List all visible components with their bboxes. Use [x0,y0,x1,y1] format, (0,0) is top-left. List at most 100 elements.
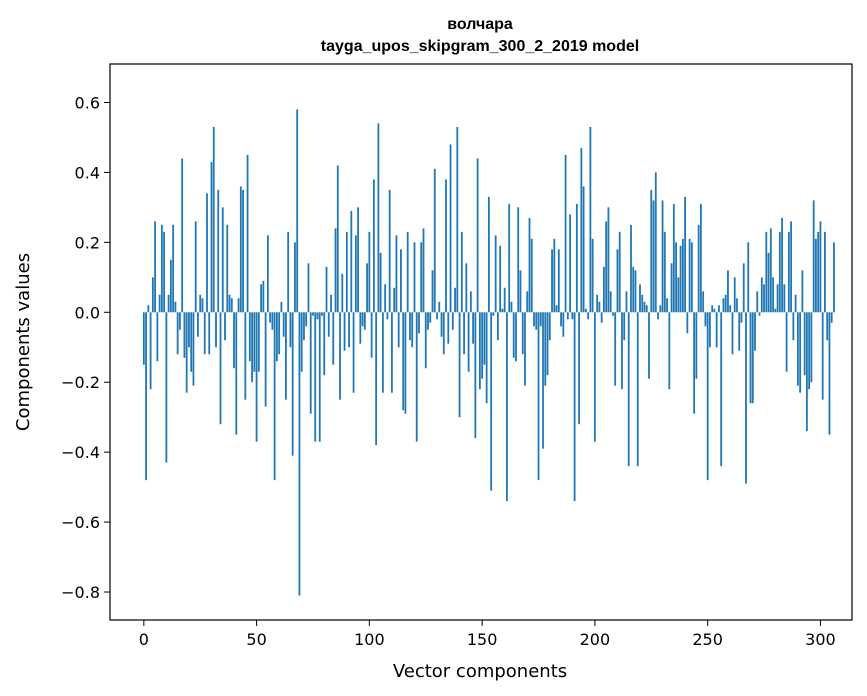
bar-191 [573,312,576,502]
bar-134 [445,179,447,313]
bar-59 [275,312,278,362]
bar-75 [312,312,314,316]
bar-123 [420,242,423,313]
bar-130 [436,312,438,320]
bar-8 [160,224,163,313]
bar-48 [251,312,253,383]
bar-31 [212,126,215,313]
bar-279 [772,277,774,313]
bar-263 [736,298,738,313]
bar-125 [424,312,427,369]
bar-209 [614,312,617,386]
bar-30 [210,161,213,313]
bar-239 [681,238,684,313]
y-tick-label: 0.2 [75,233,100,252]
bar-45 [244,312,247,400]
bar-194 [580,147,583,313]
bar-199 [591,238,594,313]
x-tick-label: 0 [139,630,149,649]
bar-262 [733,277,736,313]
bar-157 [497,312,499,341]
bar-267 [745,312,747,484]
bar-292 [801,270,804,313]
bar-7 [158,294,161,313]
bar-118 [409,312,411,341]
bar-57 [271,312,274,330]
bar-73 [307,263,310,313]
bar-187 [564,154,567,313]
bar-20 [188,312,190,348]
bar-197 [587,312,590,320]
bar-230 [661,200,664,313]
bar-288 [792,312,795,341]
bar-29 [208,312,211,355]
bar-241 [686,312,689,334]
bar-269 [749,312,752,404]
bar-163 [510,301,513,313]
bar-156 [494,235,497,313]
bar-24 [197,312,199,337]
bar-142 [463,312,465,355]
bar-27 [203,312,206,355]
bar-264 [738,312,741,351]
bar-152 [485,312,488,404]
bar-195 [582,186,585,313]
y-tick-label: 0.0 [75,303,100,322]
bar-50 [255,312,258,442]
bar-90 [345,231,348,313]
bar-249 [704,312,707,327]
bar-190 [571,312,574,320]
bar-49 [253,312,256,372]
bar-200 [593,312,596,442]
bar-211 [618,231,621,313]
bar-1 [145,312,147,481]
bar-243 [690,242,693,313]
bar-78 [318,312,321,442]
bar-238 [679,245,682,313]
bar-268 [747,242,750,313]
bar-89 [343,312,346,351]
bar-291 [799,312,802,393]
bar-76 [314,312,317,442]
bar-273 [758,312,761,316]
bar-70 [300,312,303,372]
bar-47 [248,312,251,362]
x-tick-label: 150 [467,630,498,649]
bar-219 [636,312,639,467]
y-tick-label: −0.4 [61,443,100,462]
bar-11 [167,294,170,313]
bar-162 [508,203,511,313]
bar-87 [339,312,341,400]
bar-103 [375,312,378,446]
bar-94 [354,235,357,313]
bar-6 [156,312,159,362]
bar-217 [632,266,635,313]
bar-225 [650,189,653,313]
bar-66 [291,312,294,456]
bar-38 [228,294,231,313]
bar-116 [404,312,407,414]
chart-subtitle: tayga_upos_skipgram_300_2_2019 model [321,38,639,55]
bar-44 [242,189,244,313]
bar-54 [264,312,267,407]
bar-67 [294,242,296,313]
bar-16 [179,312,181,330]
bar-177 [542,312,544,449]
bar-131 [438,301,441,313]
bar-178 [544,312,547,386]
bar-147 [474,312,477,439]
bar-193 [578,312,580,425]
bar-121 [415,312,418,442]
bar-280 [774,308,777,313]
bar-26 [201,298,204,313]
x-tick-label: 50 [246,630,266,649]
bar-258 [724,294,727,313]
bar-207 [609,291,612,313]
bar-34 [219,312,222,425]
bar-104 [377,123,380,313]
bar-126 [427,312,429,330]
bar-168 [521,312,524,355]
bar-129 [433,168,436,313]
bar-248 [702,291,705,313]
bar-206 [607,207,610,313]
